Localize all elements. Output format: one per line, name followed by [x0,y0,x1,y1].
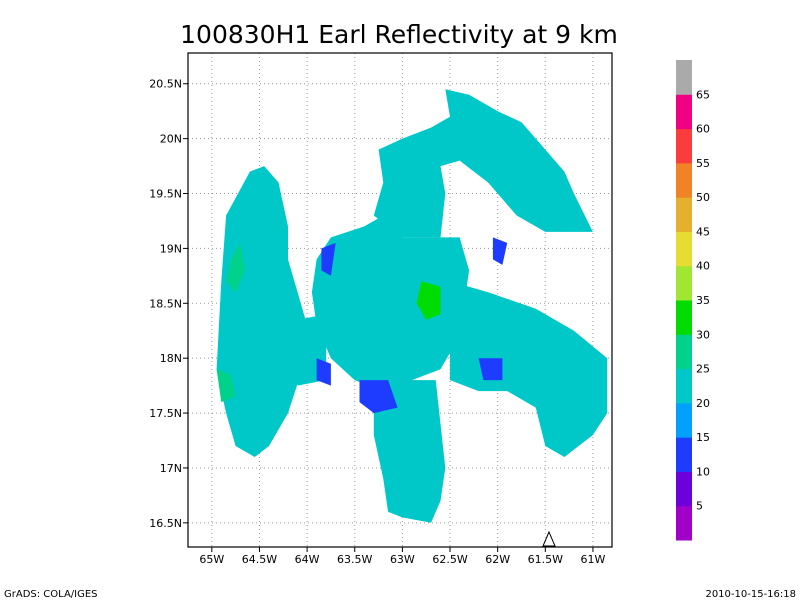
colorbar-label-11: 60 [696,123,710,136]
colorbar-swatch-2 [676,437,692,472]
region-cell-10-west [316,358,331,386]
colorbar-swatch-10 [676,162,692,198]
colorbar-swatch-7 [676,265,692,301]
region-cell-30-west-1 [226,242,246,293]
region-south-arm [373,380,446,523]
y-tick-label-1: 17N [160,462,182,475]
region-west-arm [216,166,308,457]
footer-right: 2010-10-15-16:18 [705,589,796,600]
y-tick-label-4: 18.5N [149,297,182,310]
x-tick-label-3: 63.5W [337,553,372,566]
colorbar-swatch-13 [676,60,692,95]
colorbar-label-2: 15 [696,431,710,444]
region-cell-10-northwest [321,242,336,276]
colorbar-swatch-8 [676,231,692,267]
colorbar-swatch-11 [676,128,692,164]
colorbar-label-10: 55 [696,157,710,170]
colorbar: 5 10 15 20 25 30 35 40 45 50 55 60 65 [676,60,710,541]
x-tick-label-0: 65W [199,553,224,566]
colorbar-swatch-5 [676,334,692,370]
colorbar-swatch-1 [676,471,692,507]
y-tick-label-2: 17.5N [149,407,182,420]
region-north-ring [373,89,593,238]
y-tick-label-3: 18N [160,352,182,365]
x-tick-label-5: 62.5W [432,553,467,566]
reflectivity-field [216,89,608,523]
region-cell-10-northeast [492,237,508,265]
x-axis-ticks: 65W 64.5W 64W 63.5W 63W 62.5W 62W 61.5W 61W [199,547,606,566]
colorbar-swatch-6 [676,300,692,335]
y-axis-ticks: 16.5N 17N 17.5N 18N 18.5N 19N 19.5N 20N 20.5N [149,78,188,530]
colorbar-label-4: 25 [696,363,710,376]
region-cell-10-east [478,358,503,381]
colorbar-swatch-9 [676,197,692,232]
colorbar-label-7: 40 [696,260,710,273]
x-tick-label-7: 61.5W [528,553,563,566]
colorbar-label-9: 50 [696,191,710,204]
x-tick-label-4: 63W [390,553,415,566]
y-tick-label-7: 20N [160,133,182,146]
colorbar-swatch-12 [676,94,692,130]
chart-title: 100830H1 Earl Reflectivity at 9 km [180,20,618,49]
colorbar-swatch-3 [676,402,692,438]
plot-frame [187,52,613,548]
colorbar-swatch-0 [676,505,692,541]
colorbar-label-3: 20 [696,397,710,410]
x-tick-label-2: 64W [295,553,320,566]
triangle-marker [542,530,556,547]
colorbar-swatch-4 [676,368,692,404]
region-center-core [311,215,470,392]
region-cell-10-center [359,380,398,414]
x-tick-label-1: 64.5W [242,553,277,566]
footer-left: GrADS: COLA/IGES [4,589,98,600]
y-tick-label-6: 19.5N [149,188,182,201]
colorbar-label-6: 35 [696,294,710,307]
y-tick-label-0: 16.5N [149,517,182,530]
region-cell-30-center [416,281,441,320]
colorbar-label-12: 65 [696,88,710,101]
colorbar-label-0: 5 [696,500,703,513]
y-tick-label-8: 20.5N [149,78,182,91]
colorbar-label-1: 10 [696,465,710,478]
colorbar-label-8: 45 [696,225,710,238]
x-tick-label-8: 61W [581,553,606,566]
region-cell-30-west-2 [216,369,236,403]
colorbar-label-5: 30 [696,328,710,341]
x-tick-label-6: 62W [485,553,510,566]
y-tick-label-5: 19N [160,242,182,255]
region-east-arm [450,281,608,457]
